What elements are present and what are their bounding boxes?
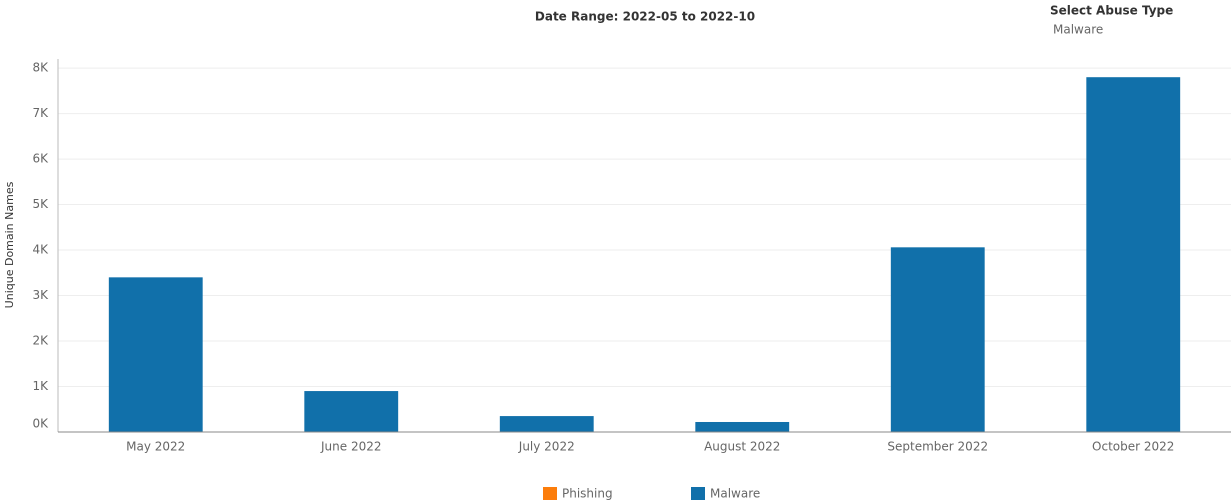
y-tick-label: 7K (32, 106, 49, 120)
legend-swatch (691, 487, 705, 500)
y-tick-label: 1K (32, 379, 49, 393)
x-tick-label: May 2022 (126, 440, 185, 454)
y-tick-label: 6K (32, 152, 49, 166)
legend-swatch (543, 487, 557, 500)
x-tick-label: June 2022 (320, 440, 382, 454)
y-tick-label: 0K (32, 417, 49, 431)
y-tick-label: 8K (32, 61, 49, 75)
bar (304, 391, 399, 432)
bar (108, 277, 203, 432)
filter-value[interactable]: Malware (1053, 23, 1103, 37)
legend-label: Malware (710, 487, 760, 501)
x-tick-label: August 2022 (704, 440, 780, 454)
y-tick-label: 4K (32, 243, 49, 257)
x-tick-label: September 2022 (887, 440, 988, 454)
legend-label: Phishing (562, 487, 613, 501)
y-tick-label: 3K (32, 288, 49, 302)
y-tick-label: 2K (32, 334, 49, 348)
bar (890, 247, 985, 432)
y-axis-label: Unique Domain Names (3, 181, 16, 308)
bar (1086, 77, 1181, 432)
filter-label: Select Abuse Type (1050, 4, 1173, 18)
x-tick-label: October 2022 (1092, 440, 1174, 454)
chart-title: Date Range: 2022-05 to 2022-10 (535, 10, 755, 24)
bar (499, 416, 594, 432)
bar (695, 421, 790, 432)
y-tick-label: 5K (32, 197, 49, 211)
x-tick-label: July 2022 (518, 440, 575, 454)
